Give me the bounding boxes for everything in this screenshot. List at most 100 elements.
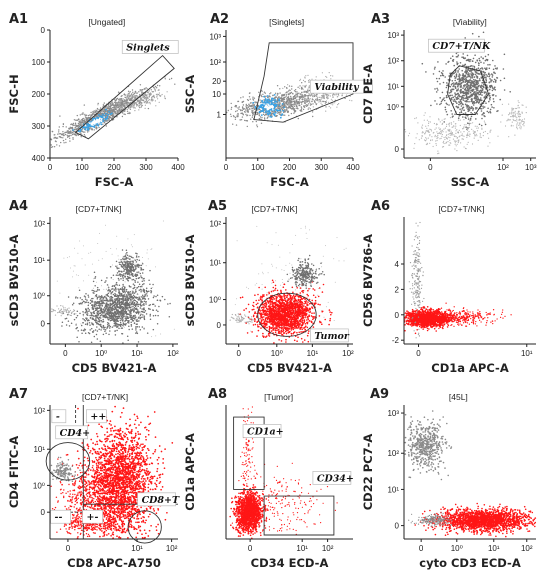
event-dot	[235, 124, 238, 126]
event-dot	[425, 143, 427, 146]
event-dot	[58, 129, 60, 131]
event-dot	[322, 94, 324, 97]
event-dot	[446, 103, 449, 106]
density-core	[282, 110, 284, 112]
event-dot	[519, 122, 521, 124]
event-dot	[285, 106, 287, 108]
event-dot	[312, 96, 314, 98]
event-dot	[157, 314, 159, 317]
event-dot	[425, 71, 427, 73]
event-dot	[466, 76, 468, 78]
event-dot	[147, 97, 149, 99]
event-dot	[306, 94, 308, 97]
event-dot	[245, 109, 247, 111]
event-dot	[149, 269, 151, 272]
event-dot	[431, 136, 433, 138]
event-dot	[519, 125, 521, 127]
event-dot	[458, 140, 460, 142]
event-dot	[149, 103, 151, 105]
event-dot	[85, 114, 88, 116]
y-tick-label: 10	[212, 90, 221, 99]
event-dot	[104, 330, 106, 333]
event-dot	[463, 131, 465, 133]
event-dot	[450, 90, 452, 92]
event-dot	[63, 134, 65, 137]
event-dot	[288, 114, 290, 117]
event-dot	[440, 100, 443, 103]
event-dot	[429, 142, 431, 144]
event-dot	[478, 91, 481, 93]
event-dot	[154, 100, 156, 102]
event-dot	[148, 308, 150, 310]
event-dot	[307, 97, 310, 100]
event-dot	[491, 76, 494, 78]
event-dot	[100, 279, 103, 282]
y-tick-label: 10³	[209, 32, 221, 41]
event-dot	[464, 84, 466, 86]
event-dot	[75, 134, 77, 137]
event-dot	[504, 125, 507, 127]
event-dot	[249, 98, 251, 100]
event-dot	[466, 89, 469, 92]
event-dot	[99, 305, 101, 308]
event-dot	[337, 95, 339, 98]
event-dot	[111, 107, 114, 109]
event-dot	[489, 142, 491, 144]
event-dot	[83, 134, 86, 136]
event-dot	[255, 120, 257, 123]
event-dot	[143, 100, 145, 102]
event-dot	[311, 93, 313, 95]
event-dot	[484, 130, 486, 133]
event-dot	[518, 115, 520, 118]
event-dot	[127, 90, 130, 93]
density-core	[85, 126, 88, 129]
event-dot	[461, 109, 463, 111]
event-dot	[507, 114, 510, 116]
event-dot	[241, 109, 243, 112]
event-dot	[464, 89, 466, 91]
event-dot	[289, 92, 292, 95]
event-dot	[468, 124, 470, 126]
event-dot	[286, 104, 289, 106]
event-dot	[295, 104, 298, 106]
event-dot	[286, 101, 289, 103]
density-core	[267, 113, 270, 116]
event-dot	[299, 78, 302, 80]
event-dot	[138, 91, 140, 93]
density-core	[266, 99, 269, 101]
x-tick-label: 100	[251, 163, 265, 172]
event-dot	[454, 92, 456, 94]
event-dot	[256, 126, 259, 128]
event-dot	[69, 131, 71, 134]
event-dot	[507, 118, 509, 121]
event-dot	[308, 79, 310, 82]
event-dot	[62, 125, 64, 128]
event-dot	[490, 129, 492, 131]
event-dot	[435, 127, 437, 129]
event-dot	[483, 112, 485, 115]
event-dot	[105, 296, 107, 299]
event-dot	[477, 89, 479, 91]
event-dot	[464, 147, 467, 149]
event-dot	[476, 71, 478, 74]
event-dot	[327, 95, 329, 97]
event-dot	[502, 68, 505, 70]
event-dot	[469, 91, 472, 94]
event-dot	[484, 55, 487, 58]
event-dot	[442, 81, 445, 84]
density-peak	[264, 105, 267, 107]
event-dot	[102, 299, 104, 301]
event-dot	[437, 150, 439, 152]
event-dot	[309, 95, 311, 97]
event-dot	[258, 114, 260, 117]
event-dot	[145, 293, 148, 295]
event-dot	[434, 134, 436, 136]
event-dot	[466, 87, 469, 90]
event-dot	[456, 150, 458, 152]
density-core	[263, 100, 266, 103]
event-dot	[460, 84, 462, 87]
event-dot	[466, 86, 468, 88]
event-dot	[149, 318, 152, 320]
event-dot	[435, 143, 437, 145]
event-dot	[250, 104, 252, 107]
